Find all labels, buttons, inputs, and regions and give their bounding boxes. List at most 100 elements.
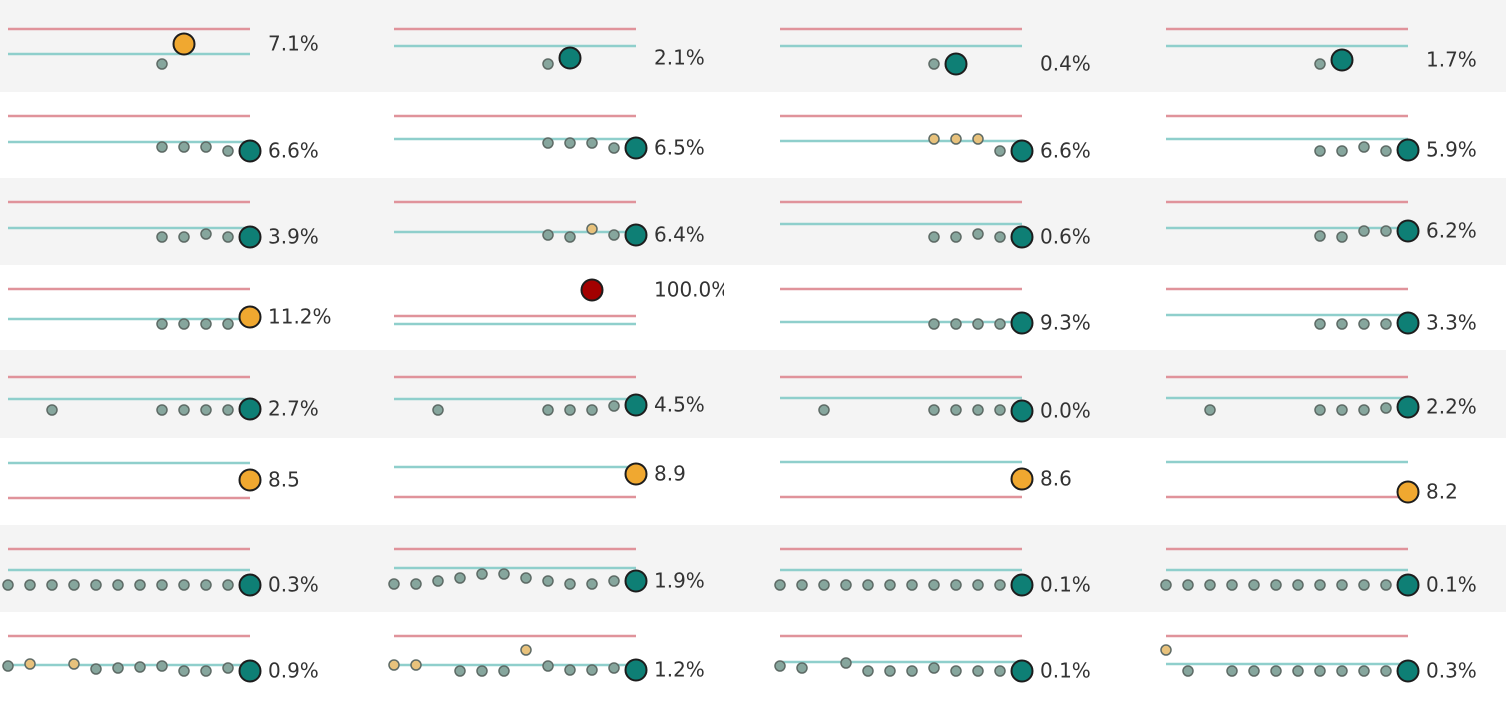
point (1380, 318, 1392, 330)
point (90, 579, 102, 591)
point (156, 141, 168, 153)
current-point (1396, 311, 1420, 335)
point (68, 658, 80, 670)
point (222, 318, 234, 330)
point (928, 318, 940, 330)
point (200, 141, 212, 153)
value-label: 1.7% (1426, 48, 1477, 72)
value-label: 2.2% (1426, 395, 1477, 419)
row-background (0, 612, 1506, 703)
point (156, 579, 168, 591)
value-label: 100.0% (654, 278, 730, 302)
point (2, 579, 14, 591)
point (2, 660, 14, 672)
current-point (1396, 659, 1420, 683)
point (564, 664, 576, 676)
current-point (238, 139, 262, 163)
current-point (624, 569, 648, 593)
current-point (1010, 311, 1034, 335)
point (1160, 644, 1172, 656)
value-label: 4.5% (654, 393, 705, 417)
point (564, 578, 576, 590)
point (586, 137, 598, 149)
point (542, 137, 554, 149)
point (476, 568, 488, 580)
value-label: 5.9% (1426, 138, 1477, 162)
point (1380, 579, 1392, 591)
point (994, 145, 1006, 157)
point (388, 659, 400, 671)
current-point (944, 52, 968, 76)
point (90, 663, 102, 675)
point (950, 579, 962, 591)
current-point (1010, 139, 1034, 163)
point (1336, 579, 1348, 591)
value-label: 9.3% (1040, 311, 1091, 335)
value-label: 0.0% (1040, 399, 1091, 423)
value-label: 11.2% (268, 305, 332, 329)
value-label: 7.1% (268, 32, 319, 56)
current-point (238, 397, 262, 421)
value-label: 0.1% (1040, 659, 1091, 683)
value-label: 0.1% (1040, 573, 1091, 597)
point (200, 318, 212, 330)
point (200, 579, 212, 591)
value-label: 1.9% (654, 569, 705, 593)
point (950, 231, 962, 243)
value-label: 6.2% (1426, 219, 1477, 243)
point (1182, 665, 1194, 677)
point (994, 318, 1006, 330)
point (200, 665, 212, 677)
point (178, 404, 190, 416)
point (200, 228, 212, 240)
point (608, 229, 620, 241)
point (1226, 665, 1238, 677)
point (884, 579, 896, 591)
current-point (1396, 219, 1420, 243)
point (928, 133, 940, 145)
point (1270, 579, 1282, 591)
point (1248, 579, 1260, 591)
current-point (624, 223, 648, 247)
value-label: 6.6% (268, 139, 319, 163)
point (818, 404, 830, 416)
point (1270, 665, 1282, 677)
point (1314, 145, 1326, 157)
point (950, 404, 962, 416)
point (1336, 231, 1348, 243)
point (388, 578, 400, 590)
point (972, 579, 984, 591)
current-point (1396, 138, 1420, 162)
value-label: 8.9 (654, 462, 686, 486)
point (1336, 145, 1348, 157)
current-point (558, 46, 582, 70)
point (68, 579, 80, 591)
point (774, 579, 786, 591)
point (950, 665, 962, 677)
point (1314, 579, 1326, 591)
point (796, 579, 808, 591)
value-label: 2.7% (268, 397, 319, 421)
current-point (238, 659, 262, 683)
value-label: 0.4% (1040, 52, 1091, 76)
point (1314, 230, 1326, 242)
point (608, 142, 620, 154)
current-point (1396, 480, 1420, 504)
value-label: 8.2 (1426, 480, 1458, 504)
point (542, 575, 554, 587)
point (222, 145, 234, 157)
point (498, 568, 510, 580)
point (564, 137, 576, 149)
point (156, 231, 168, 243)
point (1380, 665, 1392, 677)
current-point (1010, 659, 1034, 683)
point (1380, 402, 1392, 414)
current-point (1010, 467, 1034, 491)
point (972, 228, 984, 240)
point (134, 579, 146, 591)
point (178, 141, 190, 153)
point (432, 575, 444, 587)
point (222, 231, 234, 243)
point (1182, 579, 1194, 591)
